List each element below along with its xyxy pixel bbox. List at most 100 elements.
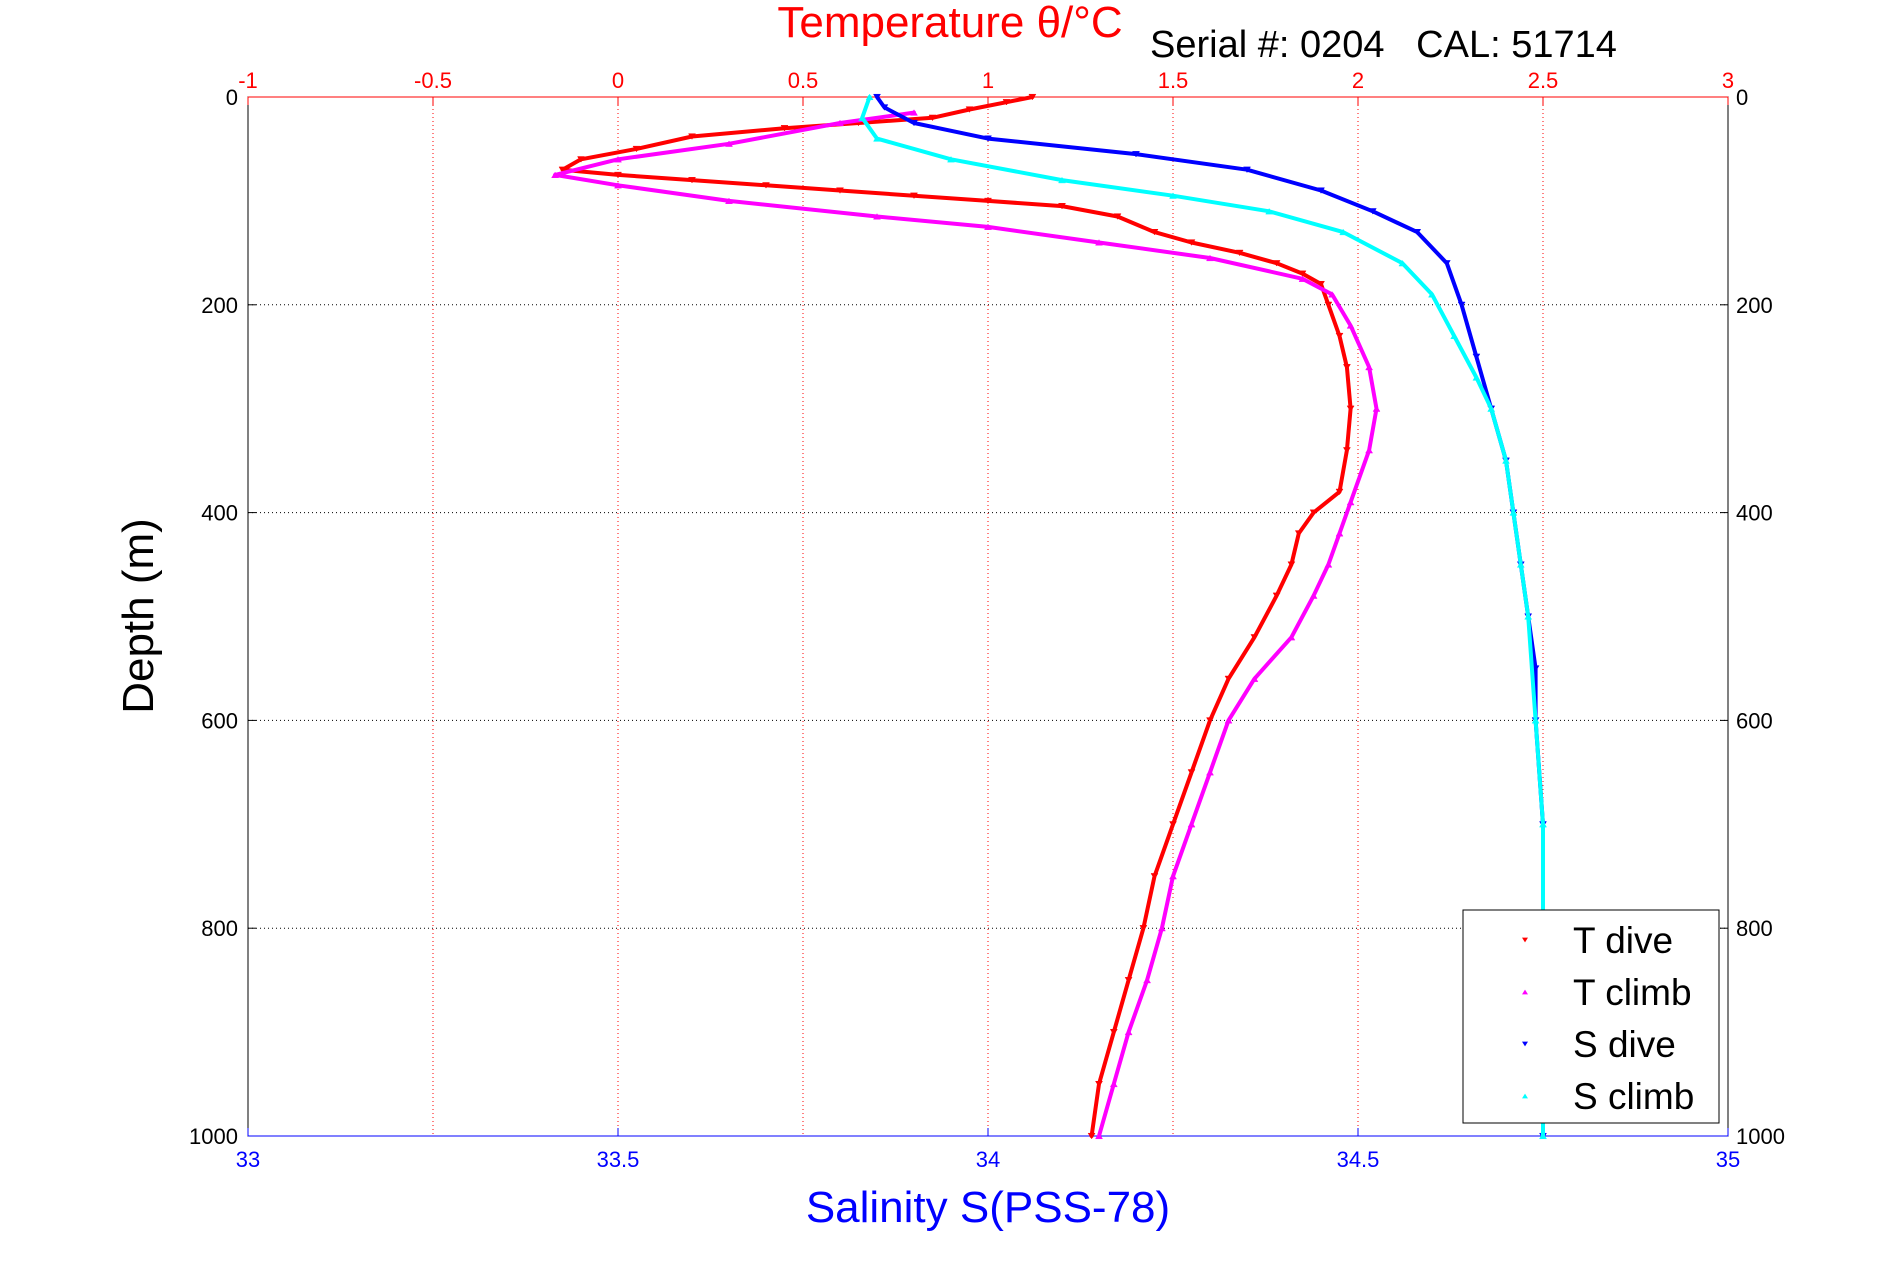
data-point-t-dive	[688, 133, 696, 140]
top-axis-title: Temperature θ/°C	[777, 0, 1122, 47]
data-point-t-dive	[1272, 592, 1281, 599]
data-point-t-dive	[1272, 260, 1281, 267]
data-point-t-dive	[1150, 229, 1159, 236]
legend: T dive T climb S dive S climb	[1462, 909, 1720, 1124]
data-point-t-climb	[1250, 675, 1259, 682]
data-point-s-dive	[1317, 187, 1325, 194]
tick-label-depth-left: 0	[226, 85, 238, 110]
legend-marker-t-climb	[1522, 989, 1528, 995]
grid	[248, 97, 1728, 1136]
data-point-s-climb	[1339, 228, 1348, 236]
data-point-t-dive	[1294, 530, 1303, 537]
data-point-s-climb	[1502, 457, 1510, 464]
legend-box	[1462, 909, 1720, 1124]
tick-label-depth-right: 800	[1736, 916, 1773, 941]
data-point-t-dive	[1206, 717, 1214, 724]
tick-label-temperature: 2	[1352, 68, 1364, 93]
data-point-t-climb	[1298, 275, 1307, 282]
data-point-t-dive	[928, 114, 937, 122]
data-series	[551, 93, 1547, 1140]
legend-label-t-climb: T climb	[1573, 972, 1692, 1013]
data-point-s-dive	[1472, 353, 1481, 361]
data-point-t-dive	[1335, 488, 1344, 496]
data-point-s-climb	[1398, 259, 1407, 267]
tick-label-depth-left: 800	[201, 916, 238, 941]
data-point-t-dive	[1002, 99, 1011, 106]
tick-label-salinity: 33	[236, 1147, 260, 1172]
tick-label-depth-left: 200	[201, 293, 238, 318]
tick-label-temperature: 1	[982, 68, 994, 93]
data-point-t-dive	[632, 145, 641, 153]
data-point-t-climb	[1169, 872, 1177, 880]
data-point-t-dive	[910, 192, 918, 199]
data-point-t-climb	[1372, 405, 1381, 412]
series-t-dive	[558, 93, 1355, 1140]
tick-label-depth-right: 0	[1736, 85, 1748, 110]
series-line-s-dive	[875, 95, 1545, 1138]
data-point-s-climb	[865, 93, 874, 101]
tick-label-salinity: 34	[976, 1147, 1000, 1172]
data-point-t-dive	[1309, 509, 1318, 516]
chart-subtitle: Serial #: 0204 CAL: 51714	[1150, 24, 1617, 66]
data-point-t-climb	[1328, 291, 1337, 298]
tick-label-temperature: -1	[238, 68, 258, 93]
data-point-t-climb	[1124, 1028, 1133, 1036]
data-point-t-climb	[1095, 1132, 1103, 1140]
tick-label-depth-left: 400	[201, 501, 238, 526]
data-point-s-climb	[1539, 821, 1547, 828]
series-s-dive	[873, 93, 1547, 1140]
data-point-s-dive	[1243, 166, 1251, 174]
data-point-t-climb	[1324, 561, 1333, 568]
data-point-s-climb	[1169, 192, 1177, 199]
data-point-s-climb	[858, 114, 867, 121]
data-point-t-dive	[1317, 280, 1325, 288]
tick-label-depth-right: 200	[1736, 293, 1773, 318]
series-line-t-dive	[560, 95, 1353, 1138]
data-point-t-dive	[1342, 447, 1351, 454]
data-point-t-climb	[984, 223, 992, 230]
tick-label-temperature: -0.5	[414, 68, 452, 93]
data-point-t-climb	[614, 182, 622, 189]
tick-label-salinity: 34.5	[1337, 1147, 1380, 1172]
series-line-s-climb	[860, 95, 1545, 1138]
data-point-s-dive	[910, 119, 918, 127]
data-point-t-climb	[1346, 498, 1355, 506]
data-point-t-dive	[1113, 213, 1122, 220]
data-point-t-dive	[1335, 332, 1344, 340]
data-point-s-dive	[880, 104, 889, 111]
data-point-t-dive	[614, 171, 622, 179]
data-point-t-climb	[1095, 239, 1103, 246]
data-point-t-dive	[1028, 93, 1037, 101]
data-point-t-climb	[1224, 717, 1233, 724]
data-point-t-climb	[1346, 322, 1355, 329]
data-point-t-dive	[1250, 634, 1259, 641]
data-point-s-climb	[1472, 374, 1481, 381]
data-point-t-dive	[762, 182, 770, 189]
data-point-t-climb	[1109, 1080, 1118, 1088]
data-point-t-climb	[725, 140, 733, 147]
data-point-s-dive	[1442, 260, 1451, 267]
bottom-axis-label: Salinity S(PSS-78)	[806, 1183, 1170, 1232]
tick-label-temperature: 3	[1722, 68, 1734, 93]
legend-label-t-dive: T dive	[1573, 920, 1673, 961]
data-point-t-climb	[1157, 924, 1166, 932]
data-point-t-dive	[1324, 301, 1333, 309]
data-point-t-dive	[780, 125, 789, 132]
data-point-t-climb	[1187, 821, 1196, 828]
data-point-s-climb	[1450, 332, 1459, 340]
data-point-t-climb	[725, 197, 733, 204]
data-point-s-dive	[984, 135, 992, 142]
tick-label-depth-right: 400	[1736, 501, 1773, 526]
data-point-t-dive	[965, 106, 974, 113]
tick-label-temperature: 0	[612, 68, 624, 93]
series-s-climb	[858, 93, 1547, 1140]
tick-label-depth-right: 1000	[1736, 1124, 1785, 1149]
data-point-s-dive	[1132, 151, 1140, 158]
tick-label-depth-left: 600	[201, 708, 238, 733]
axis-ticks: 0 0 200 200 400 400 600 600 800 800 1000 1000 -1 -0.5…	[189, 68, 1785, 1172]
data-point-t-climb	[873, 213, 881, 220]
tick-label-temperature: 2.5	[1528, 68, 1559, 93]
series-t-climb	[551, 109, 1381, 1140]
tick-label-depth-left: 1000	[189, 1124, 238, 1149]
data-point-t-dive	[558, 166, 567, 174]
